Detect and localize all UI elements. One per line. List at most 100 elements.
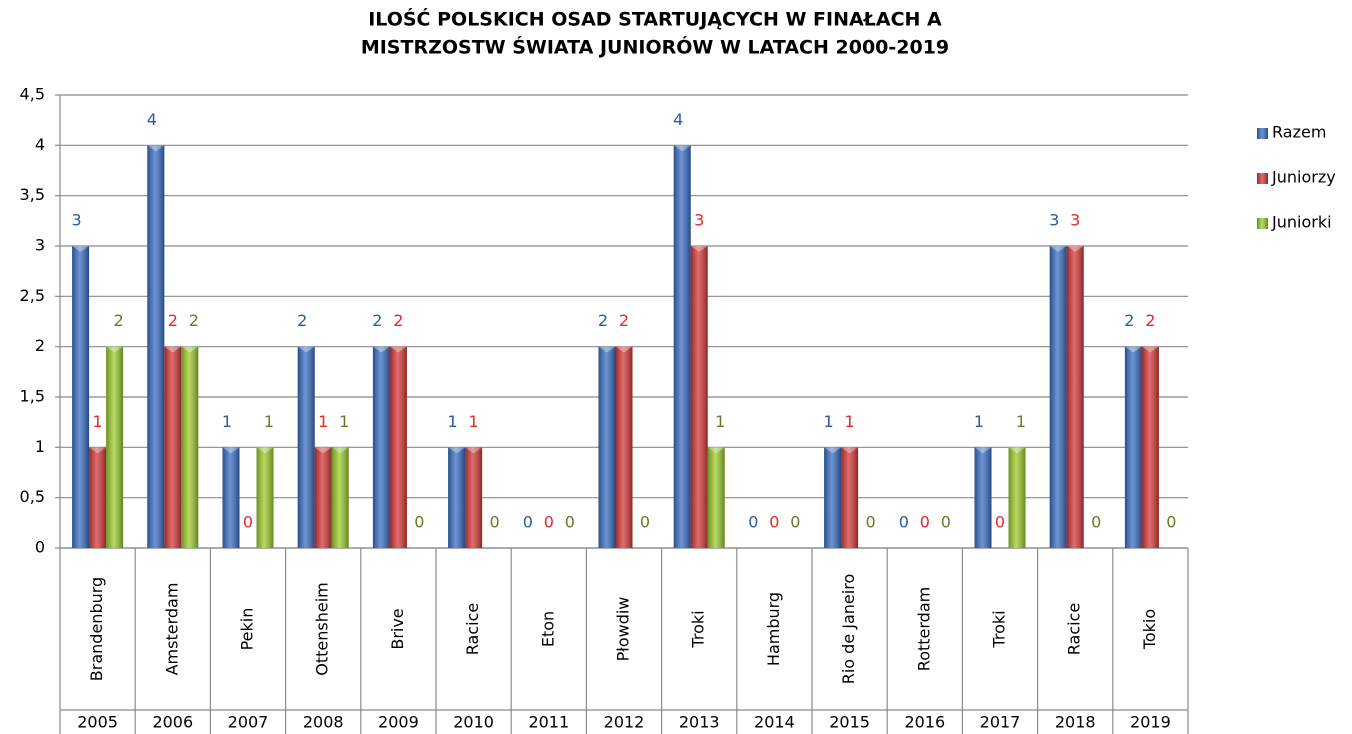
bar-cap: [72, 246, 90, 252]
data-label: 3: [72, 211, 82, 230]
bar-shade: [841, 447, 859, 548]
data-label: 4: [147, 110, 157, 129]
data-label: 2: [393, 311, 403, 330]
x-group-label: 2012: [604, 713, 645, 732]
bar-cap: [1066, 246, 1084, 252]
x-tick-label: Rotterdam: [914, 587, 933, 671]
bar-cap: [841, 447, 859, 454]
data-label: 0: [490, 513, 500, 532]
legend-swatch-shade: [1257, 218, 1268, 229]
bar-shade: [89, 447, 107, 548]
x-group-label: 2013: [679, 713, 720, 732]
bar-cap: [106, 346, 124, 353]
data-label: 3: [1070, 211, 1080, 230]
data-label: 1: [448, 412, 458, 431]
x-group-label: 2011: [528, 713, 569, 732]
bar-shade: [256, 447, 274, 548]
data-label: 0: [414, 513, 424, 532]
data-label: 1: [824, 412, 834, 431]
data-label: 1: [1016, 412, 1026, 431]
bar-shade: [72, 246, 90, 548]
data-label: 0: [920, 513, 930, 532]
bar-cap: [372, 346, 390, 353]
data-label: 1: [339, 412, 349, 431]
bar-cap: [222, 447, 240, 454]
data-label: 2: [619, 311, 629, 330]
data-label: 2: [1124, 311, 1134, 330]
bar-shade: [615, 346, 633, 548]
y-tick-label: 1,5: [20, 387, 45, 406]
bar-shade: [147, 145, 165, 549]
data-label: 0: [640, 513, 650, 532]
x-group-label: 2006: [152, 713, 193, 732]
x-tick-label: Rio de Janeiro: [839, 574, 858, 685]
bar-shade: [707, 447, 725, 548]
bar-cap: [974, 447, 992, 454]
data-label: 0: [866, 513, 876, 532]
bar-shade: [314, 447, 332, 548]
bar-cap: [707, 447, 725, 454]
x-tick-label: Racice: [463, 603, 482, 655]
x-tick-label: Hamburg: [764, 592, 783, 666]
legend-label: Juniorzy: [1271, 168, 1336, 187]
bar-cap: [615, 346, 633, 353]
data-label: 1: [222, 412, 232, 431]
x-tick-label: Ottensheim: [313, 582, 332, 675]
x-group-label: 2009: [378, 713, 419, 732]
data-label: 2: [297, 311, 307, 330]
bar-shade: [690, 246, 708, 548]
bar-shade: [389, 346, 407, 548]
data-label: 2: [114, 311, 124, 330]
bar-shade: [372, 346, 390, 548]
bar-shade: [1008, 447, 1026, 548]
y-tick-label: 3: [35, 236, 45, 255]
bar-cap: [164, 346, 182, 353]
bar-cap: [673, 145, 691, 152]
x-tick-label: Amsterdam: [162, 583, 181, 676]
bar-cap: [181, 346, 199, 353]
data-label: 1: [469, 412, 479, 431]
y-tick-label: 0: [35, 538, 45, 557]
data-label: 2: [1145, 311, 1155, 330]
data-label: 2: [168, 311, 178, 330]
x-group-label: 2008: [303, 713, 344, 732]
x-tick-label: Brive: [388, 608, 407, 649]
data-label: 4: [673, 110, 683, 129]
data-label: 0: [523, 513, 533, 532]
bar-cap: [331, 447, 349, 454]
bar-cap: [448, 447, 466, 454]
bar-shade: [1141, 346, 1159, 548]
legend-label: Juniorki: [1271, 213, 1332, 232]
x-group-label: 2005: [77, 713, 118, 732]
data-label: 0: [1166, 513, 1176, 532]
y-tick-label: 1: [35, 437, 45, 456]
bar-cap: [824, 447, 842, 454]
x-tick-label: Racice: [1065, 603, 1084, 655]
x-tick-label: Pekin: [238, 608, 257, 651]
x-tick-label: Tokio: [1140, 609, 1159, 650]
data-label: 2: [189, 311, 199, 330]
data-label: 3: [1049, 211, 1059, 230]
data-label: 0: [243, 513, 253, 532]
data-label: 0: [565, 513, 575, 532]
data-label: 1: [845, 412, 855, 431]
legend-swatch-shade: [1257, 173, 1268, 184]
bar-shade: [673, 145, 691, 549]
data-label: 1: [715, 412, 725, 431]
bar-shade: [465, 447, 483, 548]
data-label: 3: [694, 211, 704, 230]
bar-shade: [824, 447, 842, 548]
bar-cap: [147, 145, 165, 152]
x-tick-label: Płowdiw: [614, 597, 633, 662]
bar-shade: [1049, 246, 1067, 548]
data-label: 0: [941, 513, 951, 532]
bar-shade: [106, 346, 124, 548]
bar-shade: [974, 447, 992, 548]
data-label: 1: [974, 412, 984, 431]
data-label: 0: [995, 513, 1005, 532]
x-group-label: 2017: [980, 713, 1021, 732]
bar-shade: [222, 447, 240, 548]
bar-cap: [389, 346, 407, 353]
bar-shade: [448, 447, 466, 548]
